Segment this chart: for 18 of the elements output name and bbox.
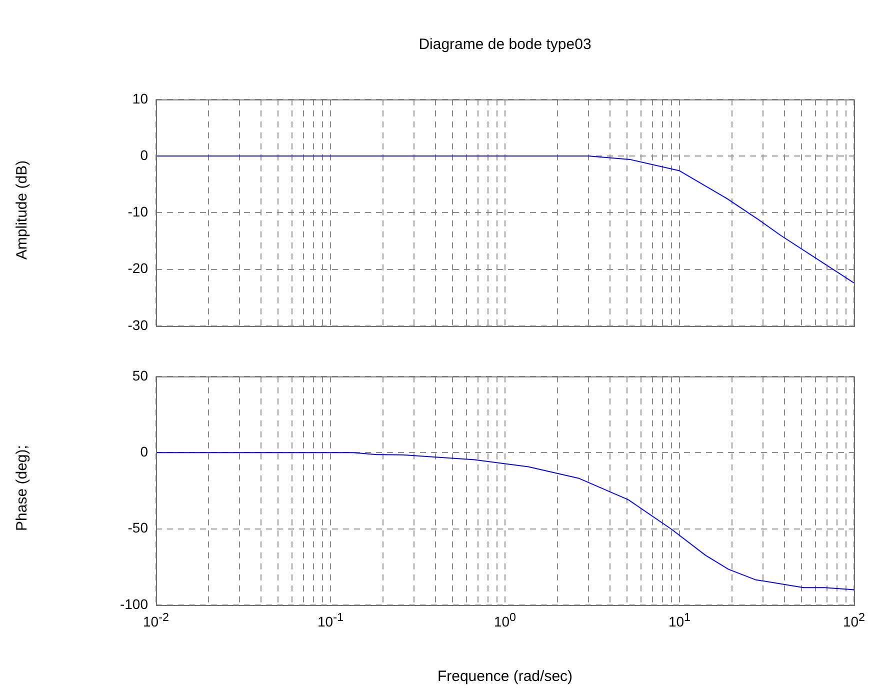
x-axis-title: Frequence (rad/sec) — [437, 668, 573, 685]
y-tick-label: 0 — [140, 443, 148, 460]
x-tick-label: 10$^{-1}$ — [318, 611, 344, 630]
y-axis-title: Phase (deg); — [14, 444, 30, 530]
y-tick-label: 10 — [132, 90, 148, 106]
y-tick-label: -20 — [128, 260, 148, 276]
x-tick-label: 10$^{2}$ — [842, 611, 866, 630]
x-tick-label: 10$^{-2}$ — [143, 611, 169, 630]
x-tick-label: 10$^{1}$ — [668, 611, 691, 630]
y-tick-label: -10 — [128, 204, 148, 220]
y-tick-label: -50 — [128, 520, 148, 536]
y-tick-label: 0 — [140, 146, 148, 163]
chart-title: Diagrame de bode type03 — [418, 36, 592, 53]
x-tick-label: 10$^{0}$ — [494, 611, 516, 630]
y-tick-label: -30 — [128, 316, 148, 333]
y-tick-label: 50 — [132, 367, 148, 384]
y-tick-label: -100 — [120, 596, 148, 612]
y-axis-title: Amplitude (dB) — [14, 160, 30, 260]
